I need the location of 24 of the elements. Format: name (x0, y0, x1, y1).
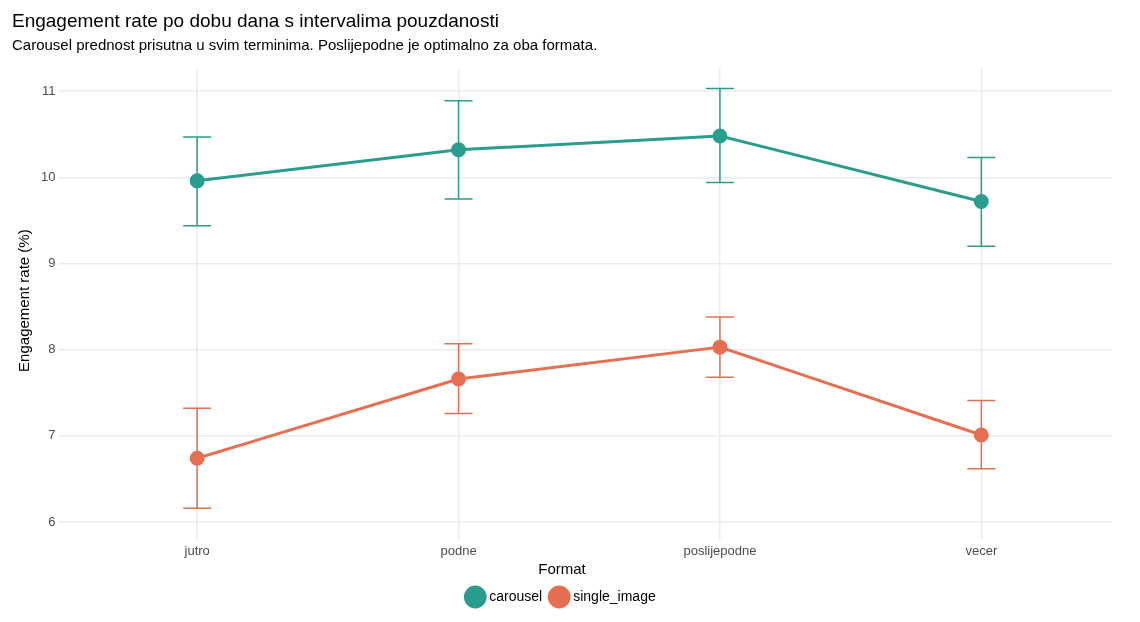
y-tick-label: 6 (48, 513, 56, 529)
chart-subtitle: Carousel prednost prisutna u svim terminima. Poslijepodne je optimalno za oba formata. (12, 35, 598, 53)
legend-title: Format (538, 559, 587, 577)
point (451, 371, 467, 387)
point (189, 173, 205, 189)
point (712, 128, 728, 144)
x-tick-label: jutro (183, 542, 210, 558)
y-tick-label: 8 (48, 341, 56, 357)
point (973, 194, 989, 209)
legend-label: single_image (573, 587, 656, 604)
point (712, 339, 728, 355)
point (973, 427, 989, 443)
y-axis-title: Engagement rate (%) (15, 229, 33, 372)
legend-label: carousel (489, 587, 543, 604)
x-tick-label: poslijepodne (683, 542, 757, 558)
point (451, 142, 467, 158)
x-tick-label: podne (440, 542, 477, 558)
y-tick-label: 7 (48, 427, 56, 443)
chart-title: Engagement rate po dobu dana s intervalima pouzdanosti (12, 9, 499, 31)
x-tick-label: vecer (965, 542, 998, 558)
y-tick-label: 10 (40, 168, 56, 184)
y-tick-label: 11 (41, 82, 56, 98)
point (189, 450, 205, 466)
y-tick-label: 9 (48, 255, 56, 271)
